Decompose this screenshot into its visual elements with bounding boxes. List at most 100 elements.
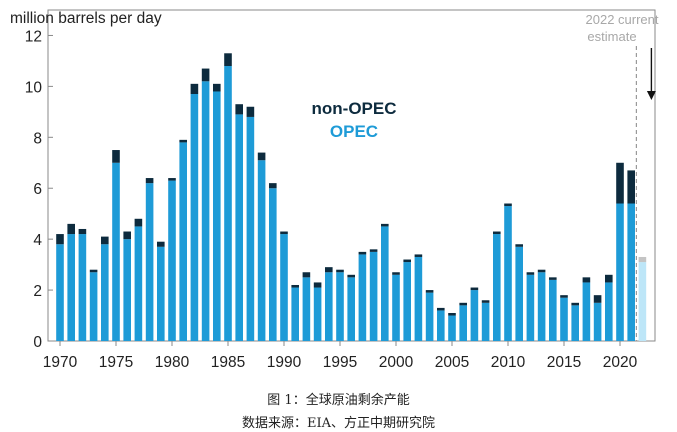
bar-non-opec: [56, 234, 64, 245]
bar-non-opec: [291, 284, 299, 288]
bar-opec: [157, 246, 165, 341]
bar-non-opec: [537, 269, 546, 273]
bar-non-opec: [201, 68, 210, 82]
bar-non-opec: [313, 282, 322, 288]
x-tick-label: 2005: [435, 354, 469, 371]
bar-non-opec: [616, 162, 624, 204]
bar-non-opec: [381, 223, 389, 227]
bar-opec: [56, 244, 64, 341]
bar-non-opec: [67, 223, 75, 235]
bar-non-opec: [392, 272, 400, 275]
bar-opec: [526, 274, 535, 341]
x-tick-label: 2015: [547, 354, 581, 371]
y-tick-label: 12: [25, 28, 42, 45]
bar-opec: [605, 282, 613, 341]
bar-opec: [593, 302, 602, 341]
bar-non-opec: [145, 178, 154, 184]
bar-non-opec: [504, 203, 512, 207]
bar-opec: [101, 244, 109, 341]
bar-non-opec: [336, 269, 344, 273]
bar-opec: [493, 234, 501, 341]
y-tick-label: 8: [33, 130, 42, 147]
x-tick-label: 1980: [155, 354, 190, 371]
bar-opec: [302, 277, 311, 341]
bar-opec: [112, 162, 120, 341]
bar-non-opec: [437, 307, 445, 311]
x-tick-label: 1975: [99, 354, 133, 371]
estimate-arrow-head: [646, 91, 656, 100]
x-tick-label: 2010: [491, 354, 526, 371]
bar-opec: [168, 180, 176, 341]
bar-non-opec: [493, 231, 501, 235]
y-tick-label: 2: [33, 283, 42, 300]
bar-opec: [313, 287, 322, 341]
bar-opec: [425, 292, 434, 341]
bar-non-opec: [459, 302, 467, 306]
bar-non-opec: [448, 312, 456, 316]
bar-opec: [145, 183, 154, 341]
source-caption: 数据来源：EIA、方正中期研究院: [241, 416, 435, 431]
estimate-label-line2: estimate: [587, 29, 636, 44]
bar-non-opec: [235, 104, 243, 115]
bar-non-opec: [213, 83, 221, 92]
bar-opec: [582, 282, 591, 341]
bar-non-opec: [112, 150, 120, 163]
bar-opec: [269, 188, 277, 341]
bar-non-opec: [481, 300, 490, 303]
x-tick-label: 2020: [603, 354, 638, 371]
bar-opec: [560, 297, 568, 341]
y-tick-label: 6: [33, 181, 42, 198]
estimate-label-line1: 2022 current: [586, 12, 659, 27]
x-tick-label: 1995: [323, 354, 357, 371]
bar-opec: [179, 142, 187, 341]
bar-non-opec: [470, 287, 479, 291]
bar-non-opec: [325, 267, 333, 273]
bar-non-opec: [123, 231, 131, 240]
bar-opec: [78, 234, 87, 341]
estimate-bar-non-opec: [638, 256, 647, 263]
bar-non-opec: [280, 231, 288, 235]
bar-opec: [504, 206, 512, 341]
bar-non-opec: [224, 53, 232, 67]
bar-opec: [213, 91, 221, 341]
bar-non-opec: [425, 290, 434, 293]
bar-non-opec: [257, 152, 266, 161]
x-tick-label: 1985: [211, 354, 245, 371]
x-tick-label: 2000: [379, 354, 414, 371]
bar-non-opec: [560, 295, 568, 298]
bar-opec: [347, 277, 355, 341]
bar-opec: [67, 234, 75, 341]
bar-opec: [616, 203, 624, 341]
bar-opec: [437, 310, 445, 341]
bar-opec: [571, 305, 579, 341]
x-tick-label: 1990: [267, 354, 302, 371]
bar-non-opec: [403, 259, 411, 263]
bar-opec: [403, 262, 411, 341]
bar-opec: [537, 272, 546, 341]
bar-non-opec: [168, 178, 176, 181]
bar-opec: [280, 234, 288, 341]
bar-non-opec: [101, 236, 109, 245]
bar-opec: [235, 114, 243, 342]
bar-opec: [549, 279, 557, 341]
bar-opec: [134, 226, 143, 341]
y-tick-label: 0: [33, 334, 42, 351]
bar-opec: [448, 315, 456, 341]
bar-opec: [515, 246, 523, 341]
bar-opec: [325, 272, 333, 341]
bar-non-opec: [347, 274, 355, 278]
bar-non-opec: [605, 274, 613, 283]
bar-non-opec: [593, 295, 602, 303]
bar-opec: [459, 305, 467, 341]
legend-non-opec: non-OPEC: [312, 99, 397, 118]
bar-opec: [627, 203, 635, 341]
bar-non-opec: [515, 244, 523, 247]
bar-opec: [224, 66, 232, 341]
bar-non-opec: [157, 241, 165, 247]
bar-opec: [190, 94, 199, 342]
bar-opec: [392, 274, 400, 341]
bar-opec: [291, 287, 299, 341]
bar-opec: [481, 302, 490, 341]
bar-non-opec: [190, 83, 199, 95]
